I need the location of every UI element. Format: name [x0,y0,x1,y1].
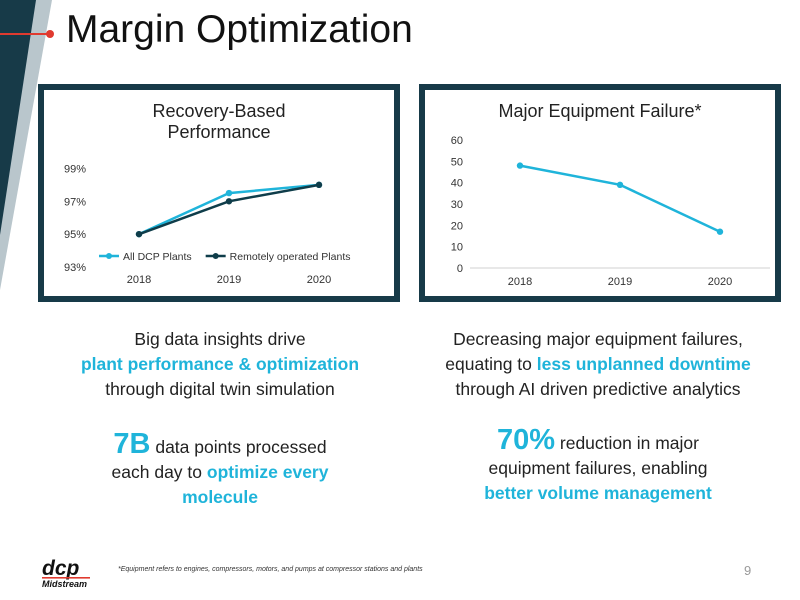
dcp-midstream-logo: dcp Midstream [42,557,90,589]
right-stat-line2: equipment failures, enabling [488,458,708,478]
x-tick-label: 2020 [708,276,732,288]
right-description: Decreasing major equipment failures, equ… [408,327,788,402]
data-point [616,181,624,188]
data-point [716,228,724,235]
y-tick-label: 40 [451,178,463,190]
page-number: 9 [744,563,752,578]
recovery-chart-panel: Recovery-Based Performance 93% 95% 97% 99% 201… [38,84,400,302]
chart-title-line: Performance [167,122,270,142]
legend-label: All DCP Plants [123,251,192,263]
legend-swatch-marker [106,253,112,259]
left-stat-text: data points processed [150,437,327,457]
right-desc-line1: Decreasing major equipment failures, [453,329,743,349]
data-point [225,189,233,197]
right-stat-number: 70% [496,424,556,456]
x-tick-label: 2018 [127,274,151,286]
x-tick-label: 2020 [307,274,331,286]
left-desc-highlight: plant performance & optimization [80,354,360,374]
left-stat-number: 7B [113,428,151,460]
x-tick-label: 2019 [608,276,632,288]
y-tick-label: 95% [64,229,86,241]
y-tick-label: 93% [64,262,86,274]
data-point [135,230,143,238]
y-tick-label: 50 [451,156,463,168]
failure-chart-area: Major Equipment Failure* 0 10 20 30 40 50 60 201… [425,90,775,296]
y-tick-label: 97% [64,196,86,208]
y-tick-label: 99% [64,163,86,175]
right-desc-line2: equating to [445,354,537,374]
left-desc-line1: Big data insights drive [134,329,306,349]
series-line [519,164,721,233]
footnote: *Equipment refers to engines, compressor… [118,566,423,573]
data-point [315,181,323,189]
left-stat-line2: each day to [111,462,207,482]
right-desc-line3: through AI driven predictive analytics [455,379,741,399]
x-tick-label: 2018 [508,276,532,288]
left-stat-line2-highlight: optimize every [206,462,329,482]
y-tick-label: 10 [451,242,463,254]
right-stat: 70% reduction in major equipment failure… [408,426,788,506]
left-stat-line3-highlight: molecule [182,487,258,507]
y-tick-label: 30 [451,199,463,211]
y-tick-label: 0 [457,263,463,275]
slide-title: Margin Optimization [66,8,413,51]
left-stat: 7B data points processed each day to opt… [30,430,410,510]
right-stat-text: reduction in major [555,433,699,453]
x-tick-label: 2019 [217,274,241,286]
right-desc-highlight: less unplanned downtime [536,354,751,374]
data-point [225,198,233,205]
title-accent-line [0,33,50,35]
recovery-chart-area: Recovery-Based Performance 93% 95% 97% 99% 201… [44,90,394,296]
data-point [516,162,524,169]
chart-title-line: Recovery-Based [152,101,285,121]
failure-chart: Major Equipment Failure* 0 10 20 30 40 50 60 201… [451,101,770,288]
logo-wordmark: dcp [42,557,80,580]
logo-subtext: Midstream [42,579,87,589]
logo-red-underline [42,577,90,579]
left-desc-line3: through digital twin simulation [105,379,335,399]
failure-chart-panel: Major Equipment Failure* 0 10 20 30 40 50 60 201… [419,84,781,302]
right-stat-line3-highlight: better volume management [484,483,712,503]
chart-title-line: Major Equipment Failure* [498,101,701,121]
legend-label: Remotely operated Plants [230,251,351,263]
title-accent-dot [46,30,54,38]
y-tick-label: 20 [451,220,463,232]
left-description: Big data insights drive plant performanc… [30,327,410,402]
legend-swatch-marker [212,253,219,259]
y-tick-label: 60 [451,135,463,147]
